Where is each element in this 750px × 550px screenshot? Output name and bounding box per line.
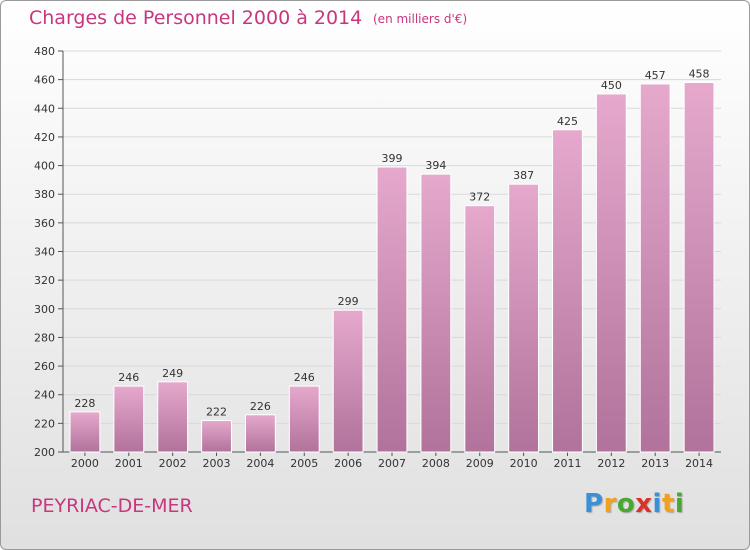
bar [464,205,496,453]
x-tick-label: 2009 [466,457,494,470]
data-label: 299 [338,295,359,308]
x-tick-label: 2012 [597,457,625,470]
y-tick-label: 300 [34,303,55,316]
x-tick-label: 2003 [203,457,231,470]
bars [69,82,715,453]
y-tick-label: 400 [34,160,55,173]
chart-subtitle: (en milliers d'€) [373,12,468,26]
logo-letter: P [584,489,604,519]
bar [157,381,189,453]
chart-title: Charges de Personnel 2000 à 2014 [29,7,363,29]
x-tick-label: 2005 [290,457,318,470]
y-tick-label: 340 [34,246,55,259]
x-tick-label: 2011 [553,457,581,470]
y-tick-label: 420 [34,131,55,144]
bar [552,129,583,453]
data-label: 457 [645,69,666,82]
x-tick-label: 2000 [71,457,99,470]
y-tick-label: 360 [34,217,55,230]
y-tick-label: 440 [34,102,55,115]
data-label: 399 [382,152,403,165]
bar [420,173,452,453]
data-label: 372 [469,191,490,204]
logo-letter: x [635,489,653,519]
logo-letter: t [661,489,675,519]
data-label: 226 [250,400,271,413]
bar [376,166,408,453]
commune-name: PEYRIAC-DE-MER [31,495,193,517]
data-label: 222 [206,405,227,418]
data-label: 246 [118,371,139,384]
y-tick-label: 480 [34,45,55,58]
bar [332,309,364,453]
logo-letter: i [674,489,685,519]
x-tick-label: 2008 [422,457,450,470]
y-tick-label: 240 [34,389,55,402]
y-tick-label: 380 [34,188,55,201]
y-tick-label: 320 [34,274,55,287]
x-tick-label: 2007 [378,457,406,470]
data-label: 249 [162,367,183,380]
data-labels: 228 246 249 222 226 246 299 399 394 372 387 425 450 4… [74,68,709,419]
x-tick-label: 2013 [641,457,669,470]
bar [683,82,715,453]
bar [639,83,671,453]
y-tick-label: 460 [34,74,55,87]
bar [595,93,627,453]
x-tick-label: 2001 [115,457,143,470]
x-tick-label: 2002 [159,457,187,470]
x-tick-label: 2010 [510,457,538,470]
data-label: 458 [689,68,710,81]
data-label: 387 [513,169,534,182]
y-tick-label: 280 [34,331,55,344]
bar [508,183,540,453]
y-tick-label: 260 [34,360,55,373]
bar [288,385,320,453]
bar [69,411,101,453]
data-label: 425 [557,115,578,128]
y-tick-label: 220 [34,417,55,430]
bar [113,385,145,453]
proxiti-logo: Proxiti [584,489,684,519]
bar [244,414,276,453]
logo-letter: i [652,489,662,519]
x-tick-label: 2014 [685,457,713,470]
data-label: 394 [425,159,446,172]
x-tick-label: 2004 [246,457,274,470]
data-label: 228 [74,397,95,410]
y-tick-label: 200 [34,446,55,459]
logo-letter: r [603,489,617,519]
logo-letter: o [616,489,636,519]
x-tick-label: 2006 [334,457,362,470]
data-label: 246 [294,371,315,384]
bar [201,419,232,453]
data-label: 450 [601,79,622,92]
